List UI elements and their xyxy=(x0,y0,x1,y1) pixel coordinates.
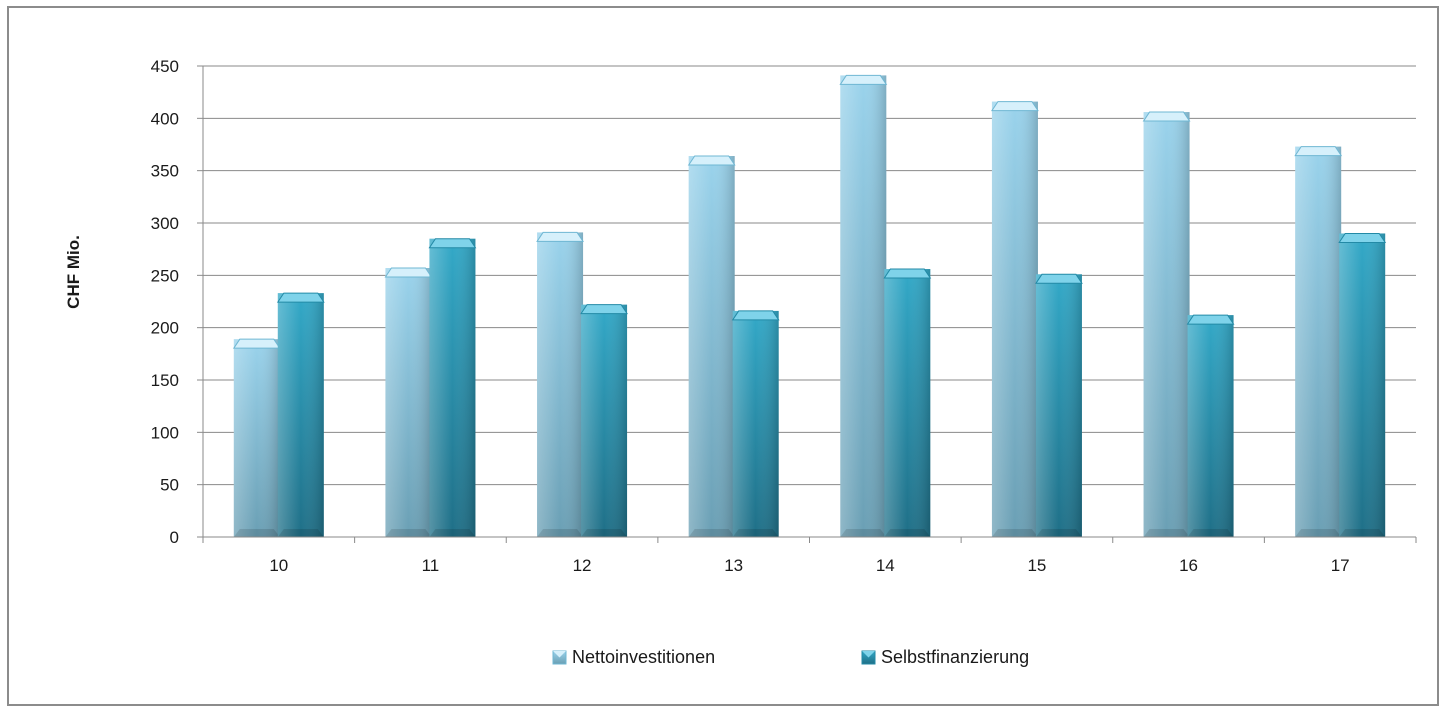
bar-base xyxy=(689,529,735,537)
y-tick-label: 200 xyxy=(151,319,179,338)
bar-base xyxy=(234,529,280,537)
bar-shade xyxy=(689,156,735,537)
y-axis-ticks: 0 50 100 150 200 250 300 350 400 450 xyxy=(151,57,203,547)
bar-cap xyxy=(992,102,1038,111)
bar-shade xyxy=(1144,112,1190,537)
y-tick-label: 150 xyxy=(151,371,179,390)
bar-cap xyxy=(1144,112,1190,121)
legend-label: Selbstfinanzierung xyxy=(881,647,1029,667)
bar-cap xyxy=(278,293,324,302)
axes xyxy=(203,66,1416,543)
bar-cap xyxy=(1188,315,1234,324)
bar-base xyxy=(884,529,930,537)
bar-cap xyxy=(733,311,779,320)
y-tick-label: 50 xyxy=(160,476,179,495)
x-tick-label: 16 xyxy=(1179,556,1198,575)
y-axis-label: CHF Mio. xyxy=(64,235,83,309)
gridlines xyxy=(203,66,1416,485)
bar-shade xyxy=(1339,233,1385,537)
x-tick-label: 17 xyxy=(1331,556,1350,575)
legend-label: Nettoinvestitionen xyxy=(572,647,715,667)
bar-selbstfinanzierung-17 xyxy=(1339,233,1385,537)
bar-shade xyxy=(537,232,583,537)
y-tick-label: 0 xyxy=(170,528,179,547)
x-axis-ticks: 10 11 12 13 14 15 16 17 xyxy=(203,537,1416,575)
y-tick-label: 350 xyxy=(151,162,179,181)
bar-cap xyxy=(1339,233,1385,242)
bar-shade xyxy=(1295,147,1341,537)
bar-nettoinvestitionen-10 xyxy=(234,339,280,537)
bar-cap xyxy=(840,75,886,84)
y-tick-label: 450 xyxy=(151,57,179,76)
bar-nettoinvestitionen-16 xyxy=(1144,112,1190,537)
x-tick-label: 10 xyxy=(269,556,288,575)
bar-base xyxy=(1188,529,1234,537)
bar-cap xyxy=(429,239,475,248)
bar-selbstfinanzierung-15 xyxy=(1036,274,1082,537)
bar-shade xyxy=(840,75,886,537)
bar-base xyxy=(1339,529,1385,537)
x-tick-label: 14 xyxy=(876,556,895,575)
bar-selbstfinanzierung-13 xyxy=(733,311,779,537)
y-tick-label: 250 xyxy=(151,266,179,285)
bar-base xyxy=(1036,529,1082,537)
bar-base xyxy=(840,529,886,537)
bar-shade xyxy=(1188,315,1234,537)
bar-cap xyxy=(537,232,583,241)
bar-selbstfinanzierung-16 xyxy=(1188,315,1234,537)
bar-base xyxy=(992,529,1038,537)
legend-item-selbstfinanzierung: Selbstfinanzierung xyxy=(862,647,1029,667)
bar-base xyxy=(1295,529,1341,537)
bar-selbstfinanzierung-10 xyxy=(278,293,324,537)
bar-nettoinvestitionen-13 xyxy=(689,156,735,537)
bar-shade xyxy=(733,311,779,537)
bar-base xyxy=(581,529,627,537)
bar-base xyxy=(385,529,431,537)
bar-nettoinvestitionen-17 xyxy=(1295,147,1341,537)
bar-base xyxy=(537,529,583,537)
bar-shade xyxy=(234,339,280,537)
bar-shade xyxy=(1036,274,1082,537)
bar-nettoinvestitionen-15 xyxy=(992,102,1038,537)
bar-shade xyxy=(385,268,431,537)
bar-nettoinvestitionen-11 xyxy=(385,268,431,537)
bar-cap xyxy=(884,269,930,278)
legend: Nettoinvestitionen Selbstfinanzierung xyxy=(553,647,1029,667)
bar-selbstfinanzierung-11 xyxy=(429,239,475,537)
legend-item-nettoinvestitionen: Nettoinvestitionen xyxy=(553,647,715,667)
bar-nettoinvestitionen-14 xyxy=(840,75,886,537)
bar-cap xyxy=(234,339,280,348)
bar-selbstfinanzierung-12 xyxy=(581,305,627,537)
x-tick-label: 15 xyxy=(1027,556,1046,575)
x-tick-label: 12 xyxy=(573,556,592,575)
bar-selbstfinanzierung-14 xyxy=(884,269,930,537)
bar-cap xyxy=(1295,147,1341,156)
bar-shade xyxy=(278,293,324,537)
y-tick-label: 100 xyxy=(151,423,179,442)
bar-base xyxy=(429,529,475,537)
y-tick-label: 300 xyxy=(151,214,179,233)
bar-base xyxy=(1144,529,1190,537)
bars xyxy=(234,75,1385,537)
bar-cap xyxy=(1036,274,1082,283)
bar-shade xyxy=(992,102,1038,537)
bar-base xyxy=(278,529,324,537)
bar-shade xyxy=(429,239,475,537)
bar-shade xyxy=(884,269,930,537)
bar-cap xyxy=(581,305,627,314)
bar-base xyxy=(733,529,779,537)
bar-nettoinvestitionen-12 xyxy=(537,232,583,537)
bar-shade xyxy=(581,305,627,537)
bar-cap xyxy=(385,268,431,277)
x-tick-label: 13 xyxy=(724,556,743,575)
bar-cap xyxy=(689,156,735,165)
y-tick-label: 400 xyxy=(151,109,179,128)
x-tick-label: 11 xyxy=(422,556,440,575)
